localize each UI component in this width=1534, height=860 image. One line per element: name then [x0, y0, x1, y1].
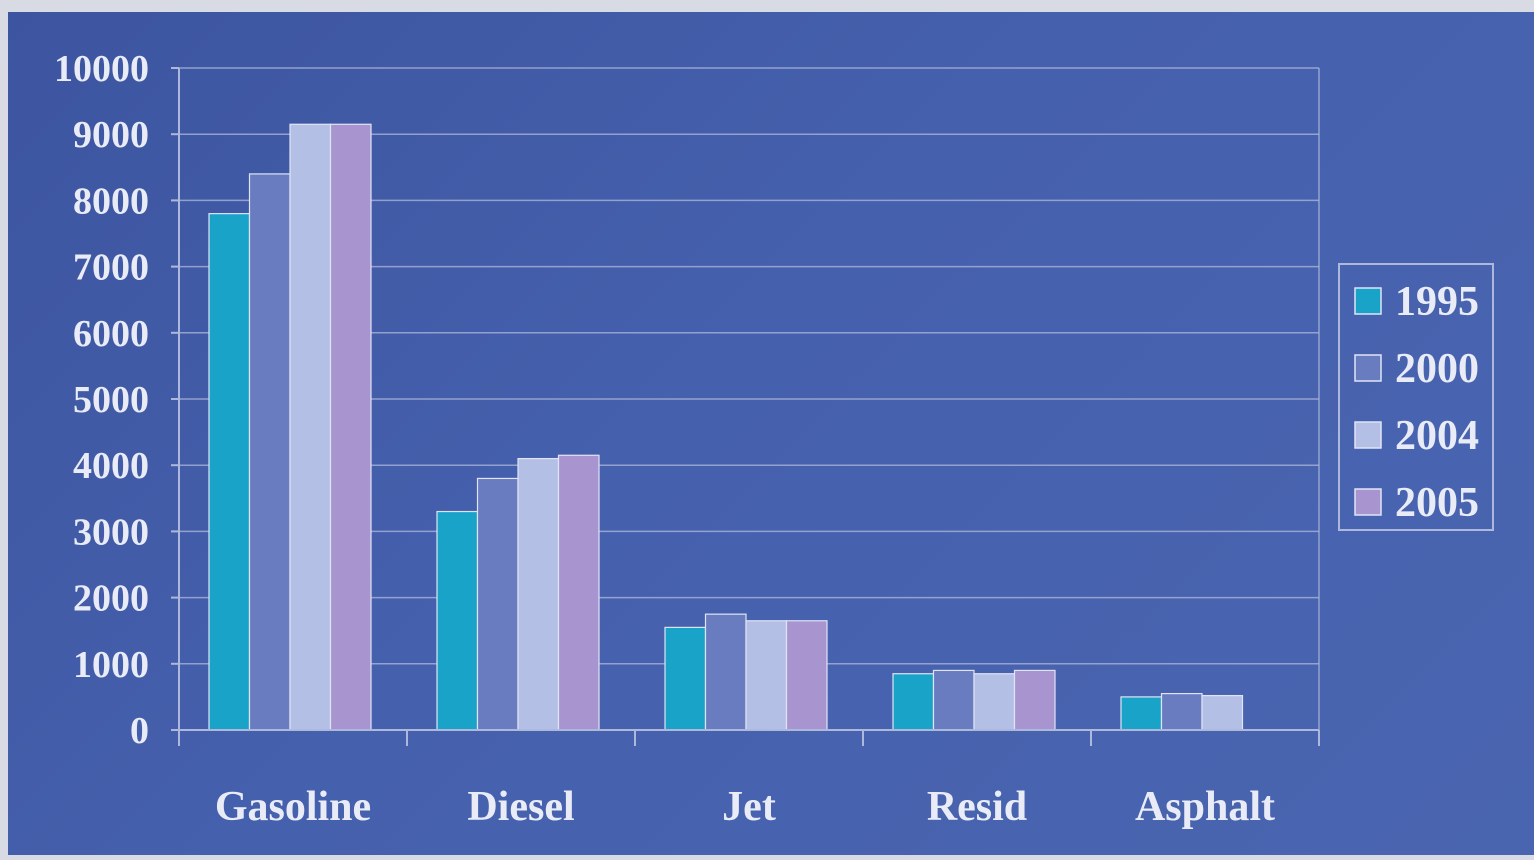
- x-tick-label: Gasoline: [215, 784, 371, 830]
- bar-jet-2005: [785, 620, 828, 731]
- bar-chart: 0 1000 2000 3000 4000 5000 6000 7000 8000 9000 100…: [54, 48, 1494, 830]
- legend-label: 1995: [1395, 279, 1479, 325]
- x-tick-label: Diesel: [467, 784, 574, 830]
- legend-swatch-1995: [1354, 287, 1382, 315]
- bar-diesel-2005: [557, 454, 600, 731]
- legend-label: 2004: [1395, 413, 1479, 459]
- y-tick-label: 6000: [73, 313, 149, 355]
- legend-swatch-2000: [1354, 354, 1382, 382]
- y-tick-label: 8000: [73, 180, 149, 222]
- chart-frame: 0 1000 2000 3000 4000 5000 6000 7000 8000 9000 100…: [8, 12, 1534, 855]
- legend-swatch-2004: [1354, 421, 1382, 449]
- legend-label: 2000: [1395, 346, 1479, 392]
- y-tick-label: 9000: [73, 114, 149, 156]
- bar-jet-2000: [704, 613, 747, 731]
- bar-resid-2005: [1013, 669, 1056, 731]
- bar-asphalt-2004: [1201, 694, 1244, 731]
- y-tick-label: 3000: [73, 511, 149, 553]
- y-tick-label: 2000: [73, 578, 149, 620]
- bar-jet-1995: [664, 626, 707, 731]
- legend-label: 2005: [1395, 480, 1479, 526]
- y-tick-labels: 0 1000 2000 3000 4000 5000 6000 7000 8000 9000 100…: [54, 48, 149, 752]
- legend-box: [1338, 263, 1494, 531]
- bar-gasoline-1995: [208, 213, 251, 731]
- bar-diesel-1995: [436, 510, 479, 731]
- bars: [208, 123, 1244, 731]
- y-tick-label: 7000: [73, 247, 149, 289]
- y-tick-label: 0: [130, 710, 149, 752]
- x-tick-labels: Gasoline Diesel Jet Resid Asphalt: [215, 784, 1275, 830]
- legend-swatch-2005: [1354, 488, 1382, 516]
- bar-resid-2004: [973, 673, 1016, 731]
- bar-gasoline-2004: [289, 123, 332, 731]
- bar-gasoline-2000: [248, 173, 291, 731]
- y-tick-label: 4000: [73, 445, 149, 487]
- bar-asphalt-2000: [1160, 692, 1203, 731]
- bar-gasoline-2005: [329, 123, 372, 731]
- bar-diesel-2004: [517, 457, 560, 731]
- bar-resid-2000: [932, 669, 975, 731]
- bar-diesel-2000: [476, 477, 519, 731]
- legend: 1995 2000 2004 2005: [1338, 263, 1494, 531]
- bar-resid-1995: [892, 673, 935, 731]
- axes: [171, 67, 1320, 746]
- x-tick-label: Asphalt: [1135, 784, 1275, 830]
- y-tick-label: 10000: [54, 48, 149, 90]
- bar-jet-2004: [745, 620, 788, 731]
- bar-asphalt-1995: [1120, 696, 1163, 731]
- x-tick-label: Resid: [927, 784, 1027, 830]
- y-tick-label: 1000: [73, 644, 149, 686]
- y-tick-label: 5000: [73, 379, 149, 421]
- x-tick-label: Jet: [722, 784, 776, 830]
